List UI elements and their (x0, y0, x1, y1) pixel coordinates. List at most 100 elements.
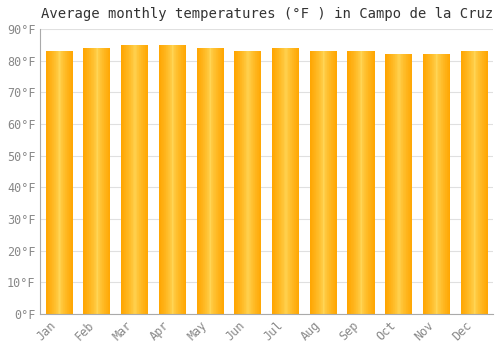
Bar (165, 45, 166, 314)
Bar (179, 45, 180, 314)
Bar (446, 54, 448, 314)
Bar (217, 48, 218, 314)
Bar (471, 51, 472, 314)
Bar (464, 51, 466, 314)
Bar (199, 48, 200, 314)
Bar (131, 45, 132, 314)
Bar (475, 51, 476, 314)
Bar (109, 48, 110, 314)
Bar (122, 45, 123, 314)
Bar (48, 51, 49, 314)
Bar (142, 45, 143, 314)
Bar (315, 51, 316, 314)
Bar (204, 48, 206, 314)
Bar (161, 45, 162, 314)
Bar (128, 45, 129, 314)
Bar (385, 54, 386, 314)
Bar (234, 51, 235, 314)
Bar (124, 45, 125, 314)
Bar (350, 51, 351, 314)
Bar (239, 51, 240, 314)
Bar (238, 51, 239, 314)
Bar (429, 54, 430, 314)
Bar (348, 51, 349, 314)
Bar (280, 48, 281, 314)
Bar (366, 51, 367, 314)
Bar (362, 51, 363, 314)
Title: Average monthly temperatures (°F ) in Campo de la Cruz: Average monthly temperatures (°F ) in Ca… (40, 7, 493, 21)
Bar (183, 45, 184, 314)
Bar (242, 51, 243, 314)
Bar (244, 51, 245, 314)
Bar (279, 48, 280, 314)
Bar (126, 45, 127, 314)
Bar (462, 51, 464, 314)
Bar (390, 54, 392, 314)
Bar (484, 51, 485, 314)
Bar (177, 45, 178, 314)
Bar (146, 45, 147, 314)
Bar (433, 54, 434, 314)
Bar (326, 51, 328, 314)
Bar (402, 54, 403, 314)
Bar (469, 51, 470, 314)
Bar (251, 51, 252, 314)
Bar (59, 51, 60, 314)
Bar (95, 48, 96, 314)
Bar (132, 45, 134, 314)
Bar (483, 51, 484, 314)
Bar (103, 48, 104, 314)
Bar (358, 51, 359, 314)
Bar (284, 48, 285, 314)
Bar (175, 45, 176, 314)
Bar (470, 51, 471, 314)
Bar (386, 54, 387, 314)
Bar (296, 48, 297, 314)
Bar (93, 48, 94, 314)
Bar (278, 48, 279, 314)
Bar (252, 51, 253, 314)
Bar (181, 45, 182, 314)
Bar (432, 54, 433, 314)
Bar (254, 51, 256, 314)
Bar (245, 51, 246, 314)
Bar (108, 48, 109, 314)
Bar (184, 45, 186, 314)
Bar (274, 48, 276, 314)
Bar (437, 54, 438, 314)
Bar (479, 51, 480, 314)
Bar (253, 51, 254, 314)
Bar (196, 48, 197, 314)
Bar (478, 51, 479, 314)
Bar (332, 51, 333, 314)
Bar (198, 48, 199, 314)
Bar (283, 48, 284, 314)
Bar (407, 54, 408, 314)
Bar (164, 45, 165, 314)
Bar (474, 51, 475, 314)
Bar (425, 54, 426, 314)
Bar (351, 51, 352, 314)
Bar (405, 54, 406, 314)
Bar (389, 54, 390, 314)
Bar (313, 51, 314, 314)
Bar (394, 54, 396, 314)
Bar (396, 54, 398, 314)
Bar (392, 54, 394, 314)
Bar (330, 51, 332, 314)
Bar (436, 54, 437, 314)
Bar (49, 51, 50, 314)
Bar (359, 51, 360, 314)
Bar (102, 48, 103, 314)
Bar (243, 51, 244, 314)
Bar (398, 54, 400, 314)
Bar (444, 54, 446, 314)
Bar (367, 51, 368, 314)
Bar (434, 54, 435, 314)
Bar (430, 54, 431, 314)
Bar (355, 51, 356, 314)
Bar (286, 48, 287, 314)
Bar (335, 51, 336, 314)
Bar (129, 45, 130, 314)
Bar (369, 51, 370, 314)
